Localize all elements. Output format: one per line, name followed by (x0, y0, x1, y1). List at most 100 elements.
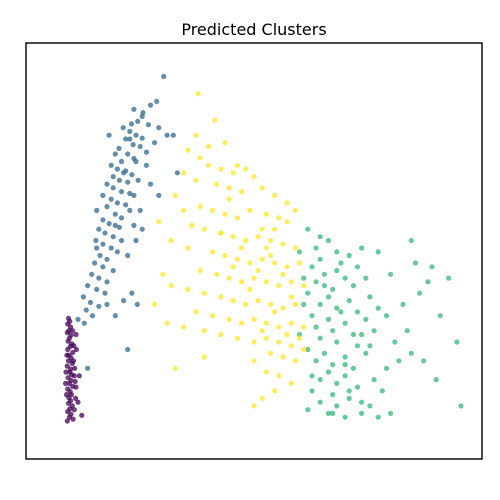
data-point-cluster-1-80 (139, 226, 145, 232)
data-point-cluster-1-40 (96, 226, 102, 232)
data-point-cluster-1-23 (116, 177, 122, 183)
data-point-cluster-2-20 (354, 309, 361, 315)
data-point-cluster-2-41 (325, 369, 332, 375)
data-point-cluster-3-99 (185, 147, 191, 153)
data-point-cluster-1-55 (85, 283, 91, 289)
data-point-cluster-2-49 (317, 399, 323, 405)
data-point-cluster-3-4 (218, 166, 224, 172)
data-point-cluster-2-46 (309, 388, 315, 394)
data-point-cluster-3-67 (276, 324, 282, 330)
data-point-cluster-1-21 (129, 172, 135, 178)
data-point-cluster-2-10 (363, 275, 369, 281)
data-point-cluster-1-78 (125, 252, 131, 259)
data-point-cluster-2-70 (412, 260, 419, 266)
data-point-cluster-3-84 (172, 365, 178, 371)
data-point-cluster-1-36 (118, 215, 125, 221)
data-point-cluster-3-95 (152, 301, 158, 307)
data-point-cluster-2-84 (359, 331, 365, 338)
data-point-cluster-1-67 (147, 102, 154, 108)
data-point-cluster-1-48 (104, 256, 110, 262)
data-point-cluster-3-74 (234, 335, 240, 341)
data-point-cluster-1-79 (137, 207, 143, 213)
data-point-cluster-2-38 (313, 358, 319, 364)
data-point-cluster-2-16 (346, 298, 352, 304)
data-point-cluster-3-105 (272, 226, 278, 232)
data-point-cluster-3-98 (181, 170, 187, 176)
data-point-cluster-1-56 (94, 286, 100, 292)
data-point-cluster-1-13 (116, 145, 122, 151)
data-point-cluster-2-4 (317, 256, 323, 262)
data-point-cluster-2-51 (359, 399, 365, 405)
data-point-cluster-0-23 (66, 380, 72, 386)
data-point-cluster-1-59 (87, 299, 94, 306)
data-point-cluster-3-24 (189, 222, 195, 228)
data-point-cluster-3-58 (268, 301, 274, 307)
data-point-cluster-2-80 (330, 410, 336, 416)
data-point-cluster-1-68 (154, 98, 160, 104)
data-point-cluster-3-25 (201, 226, 207, 232)
data-point-cluster-0-40 (73, 384, 79, 390)
data-point-cluster-3-77 (276, 339, 282, 345)
data-point-cluster-2-2 (313, 245, 319, 251)
data-point-cluster-1-9 (139, 135, 145, 141)
data-point-cluster-0-43 (63, 369, 69, 375)
data-point-cluster-2-14 (305, 290, 311, 296)
data-point-cluster-0-45 (63, 392, 70, 398)
data-point-cluster-1-82 (129, 290, 135, 296)
data-point-cluster-2-69 (388, 271, 394, 277)
data-point-cluster-1-33 (104, 204, 110, 210)
data-point-cluster-1-10 (123, 136, 129, 142)
data-point-cluster-3-65 (251, 316, 257, 322)
data-point-cluster-0-5 (64, 330, 70, 336)
data-point-cluster-1-81 (131, 222, 137, 228)
data-point-cluster-0-15 (65, 358, 72, 364)
data-point-cluster-3-31 (280, 241, 286, 247)
data-point-cluster-1-29 (100, 192, 106, 198)
data-point-cluster-3-30 (268, 237, 274, 244)
data-point-cluster-3-49 (288, 279, 294, 285)
data-point-cluster-3-1 (212, 117, 218, 123)
data-point-cluster-0-52 (75, 399, 81, 405)
data-point-cluster-2-29 (350, 331, 356, 338)
data-point-cluster-1-32 (123, 202, 129, 208)
data-point-cluster-2-59 (346, 388, 352, 394)
data-point-cluster-3-102 (222, 140, 228, 146)
data-point-cluster-3-100 (193, 132, 199, 138)
data-point-cluster-1-41 (102, 230, 108, 236)
data-point-cluster-2-30 (371, 328, 377, 334)
data-point-cluster-2-50 (334, 403, 340, 409)
data-point-cluster-3-38 (259, 256, 265, 262)
data-point-cluster-1-24 (125, 179, 131, 185)
data-point-cluster-1-84 (121, 298, 127, 304)
data-point-cluster-2-0 (305, 226, 311, 232)
data-point-cluster-1-65 (81, 320, 87, 326)
data-point-cluster-2-77 (421, 358, 427, 364)
data-point-cluster-1-0 (161, 73, 167, 80)
data-point-cluster-3-0 (195, 91, 201, 97)
data-point-cluster-3-22 (276, 215, 282, 221)
data-point-cluster-1-95 (112, 151, 118, 157)
data-point-cluster-2-64 (392, 339, 398, 345)
data-point-cluster-2-6 (354, 264, 361, 270)
data-point-cluster-0-46 (73, 395, 79, 401)
data-point-cluster-1-85 (112, 313, 118, 319)
data-point-cluster-3-75 (251, 339, 257, 345)
data-point-cluster-2-83 (301, 301, 307, 307)
data-point-cluster-2-18 (317, 301, 323, 307)
data-point-cluster-3-90 (272, 388, 278, 394)
data-point-cluster-3-85 (251, 358, 257, 364)
data-point-cluster-3-107 (268, 252, 274, 259)
data-point-cluster-1-15 (125, 151, 131, 157)
data-point-cluster-2-45 (354, 384, 361, 390)
data-point-cluster-0-30 (65, 400, 72, 406)
data-point-cluster-2-11 (313, 279, 319, 285)
data-point-cluster-1-17 (118, 158, 125, 165)
data-point-cluster-3-46 (251, 275, 257, 281)
data-point-cluster-3-17 (210, 207, 216, 213)
data-point-cluster-3-50 (301, 283, 307, 289)
data-point-cluster-1-58 (80, 294, 86, 300)
data-point-cluster-1-62 (83, 307, 89, 313)
data-point-cluster-1-97 (127, 136, 133, 142)
data-point-cluster-2-1 (325, 237, 332, 244)
data-point-cluster-2-5 (338, 260, 344, 266)
